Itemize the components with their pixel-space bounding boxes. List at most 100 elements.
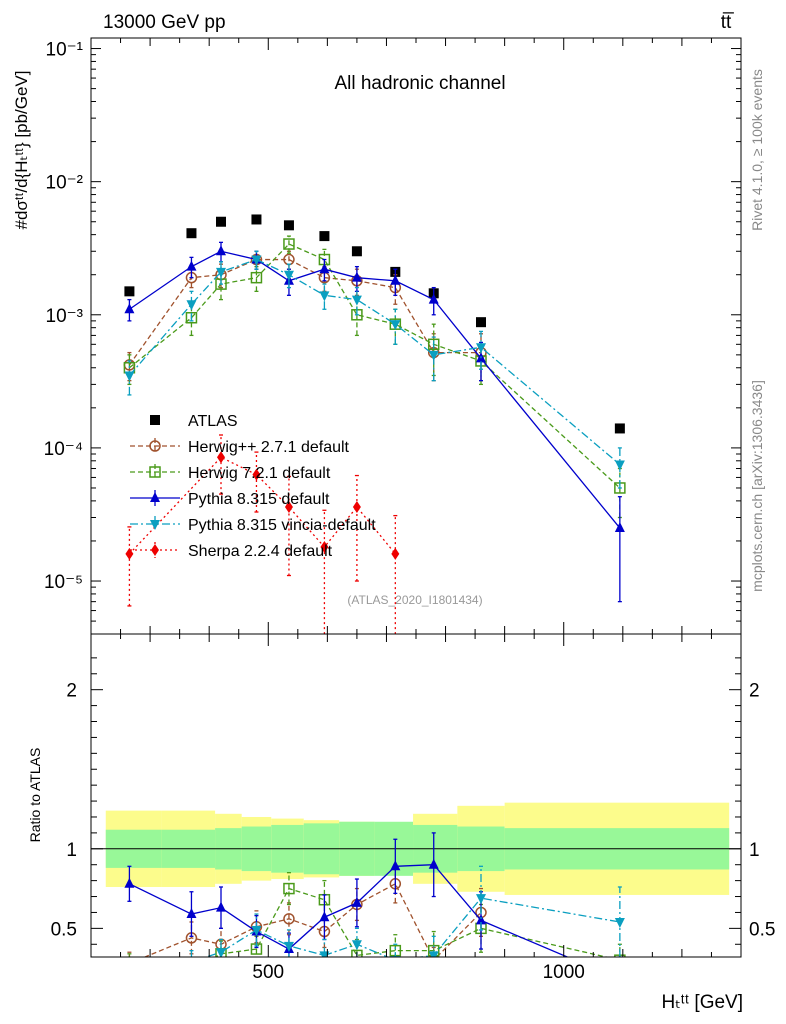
- marker-triangle-up: [186, 260, 197, 271]
- watermark: (ATLAS_2020_I1801434): [347, 593, 482, 607]
- marker-diamond: [151, 544, 159, 556]
- marker-open-square: [149, 466, 161, 478]
- marker-triangle-down: [319, 291, 330, 302]
- marker-triangle-down: [124, 371, 135, 382]
- marker-open-square: [124, 960, 134, 970]
- series-line: [129, 243, 621, 489]
- marker-open-circle: [149, 440, 161, 452]
- series-sherpa-2-2-4-default: [125, 999, 399, 1011]
- marker-triangle-down: [390, 320, 401, 331]
- series-line: [128, 258, 481, 366]
- series-line: [204, 897, 620, 957]
- marker-diamond: [285, 999, 293, 1011]
- marker-triangle-up: [216, 245, 226, 256]
- marker-open-square: [427, 338, 440, 351]
- marker-diamond: [252, 468, 261, 481]
- marker-triangle-up: [614, 522, 625, 533]
- marker-triangle-up: [319, 263, 330, 274]
- marker-open-square: [351, 949, 363, 957]
- marker-diamond: [353, 999, 361, 1011]
- legend-entry: ATLAS: [150, 413, 238, 430]
- marker-square: [319, 231, 330, 242]
- marker-triangle-down: [351, 295, 362, 306]
- marker-square: [283, 220, 294, 231]
- legend-entry: Herwig++ 2.7.1 default: [130, 438, 350, 456]
- ratio-panel: 500 1000 0.5 0.5 1 1 2 2: [51, 38, 775, 1011]
- marker-diamond: [320, 541, 329, 554]
- main-panel: 10⁻⁵ 10⁻⁴ 10⁻³ 10⁻² 10⁻¹: [44, 37, 742, 635]
- marker-triangle-up: [428, 858, 439, 869]
- marker-square: [351, 246, 362, 257]
- marker-triangle-up: [124, 303, 135, 314]
- ratio-y-tick-label: 2: [66, 681, 77, 702]
- series-herwig-2-7-1-default: [123, 250, 487, 382]
- series-line: [214, 887, 609, 957]
- legend-entry: Herwig 7.2.1 default: [130, 464, 331, 482]
- marker-diamond: [352, 500, 361, 513]
- x-tick-label: 500: [252, 962, 284, 983]
- marker-triangle-down: [251, 925, 262, 936]
- marker-open-square: [186, 966, 196, 976]
- legend: ATLAS Herwig++ 2.7.1 default Herwig 7.2.1 …: [130, 413, 376, 560]
- marker-triangle-down: [283, 270, 294, 281]
- marker-open-square: [283, 882, 295, 895]
- marker-triangle-up: [390, 860, 401, 871]
- marker-square: [614, 423, 625, 434]
- marker-triangle-up: [428, 293, 439, 304]
- marker-triangle-down: [150, 520, 160, 530]
- marker-triangle-up: [351, 271, 362, 282]
- x-axis-label: Hₜᵗᵗ [GeV]: [661, 992, 743, 1013]
- marker-triangle-down: [216, 948, 226, 957]
- marker-triangle-down: [124, 964, 134, 974]
- marker-square: [476, 317, 486, 328]
- marker-triangle-up: [615, 973, 625, 983]
- marker-diamond: [125, 999, 133, 1011]
- marker-diamond: [391, 999, 399, 1011]
- ratio-y-tick-label: 1: [66, 840, 77, 861]
- marker-triangle-down: [186, 958, 196, 968]
- ratio-frame: [90, 633, 742, 958]
- series-atlas: [124, 214, 625, 434]
- marker-open-square: [283, 238, 295, 250]
- series-sherpa-2-2-4-default: [125, 434, 400, 634]
- ratio-y-tick-label-right: 2: [749, 681, 760, 702]
- marker-triangle-up: [319, 911, 330, 922]
- marker-diamond: [320, 999, 328, 1011]
- y-tick-label: 10⁻⁵: [44, 572, 83, 593]
- marker-triangle-up: [150, 492, 160, 502]
- header-right-title: tt̅: [721, 12, 735, 33]
- marker-diamond: [217, 999, 225, 1011]
- legend-label: ATLAS: [188, 413, 238, 430]
- series-line: [128, 258, 621, 466]
- legend-label: Pythia 8.315 default: [188, 491, 330, 508]
- legend-entry: Pythia 8.315 vincia-default: [130, 516, 376, 534]
- marker-square: [186, 228, 197, 239]
- ratio-y-tick-label-right: 1: [749, 840, 760, 861]
- marker-triangle-down: [390, 956, 401, 957]
- marker-triangle-down: [476, 894, 486, 905]
- marker-diamond: [125, 547, 134, 560]
- marker-triangle-down: [216, 267, 226, 278]
- series-line: [143, 882, 482, 957]
- legend-label: Sherpa 2.2.4 default: [188, 543, 333, 560]
- legend-label: Herwig++ 2.7.1 default: [188, 439, 350, 456]
- marker-diamond: [252, 999, 260, 1011]
- marker-diamond: [284, 500, 293, 513]
- marker-triangle-down: [251, 255, 262, 266]
- marker-diamond: [391, 547, 400, 560]
- y-tick-label: 10⁻²: [46, 173, 84, 194]
- legend-entry: Pythia 8.315 default: [130, 490, 330, 508]
- series-pythia-8-315-default: [124, 832, 625, 983]
- marker-square: [216, 216, 226, 227]
- y-axis-label-main: #dσᵗᵗ/d{Hₜᵗᵗ} [pb/GeV]: [12, 71, 31, 230]
- legend-label: Pythia 8.315 vincia-default: [188, 517, 376, 534]
- ratio-y-tick-label-right: 0.5: [749, 919, 775, 940]
- series-pythia-8-315-vincia-default: [124, 250, 625, 489]
- marker-triangle-down: [351, 940, 362, 951]
- y-tick-label: 10⁻¹: [46, 40, 84, 61]
- legend-entry: Sherpa 2.2.4 default: [130, 542, 333, 560]
- y-axis-label-ratio: Ratio to ATLAS: [27, 748, 43, 843]
- marker-open-square: [250, 271, 263, 284]
- side-text-bottom: mcplots.cern.ch [arXiv:1306.3436]: [749, 380, 765, 592]
